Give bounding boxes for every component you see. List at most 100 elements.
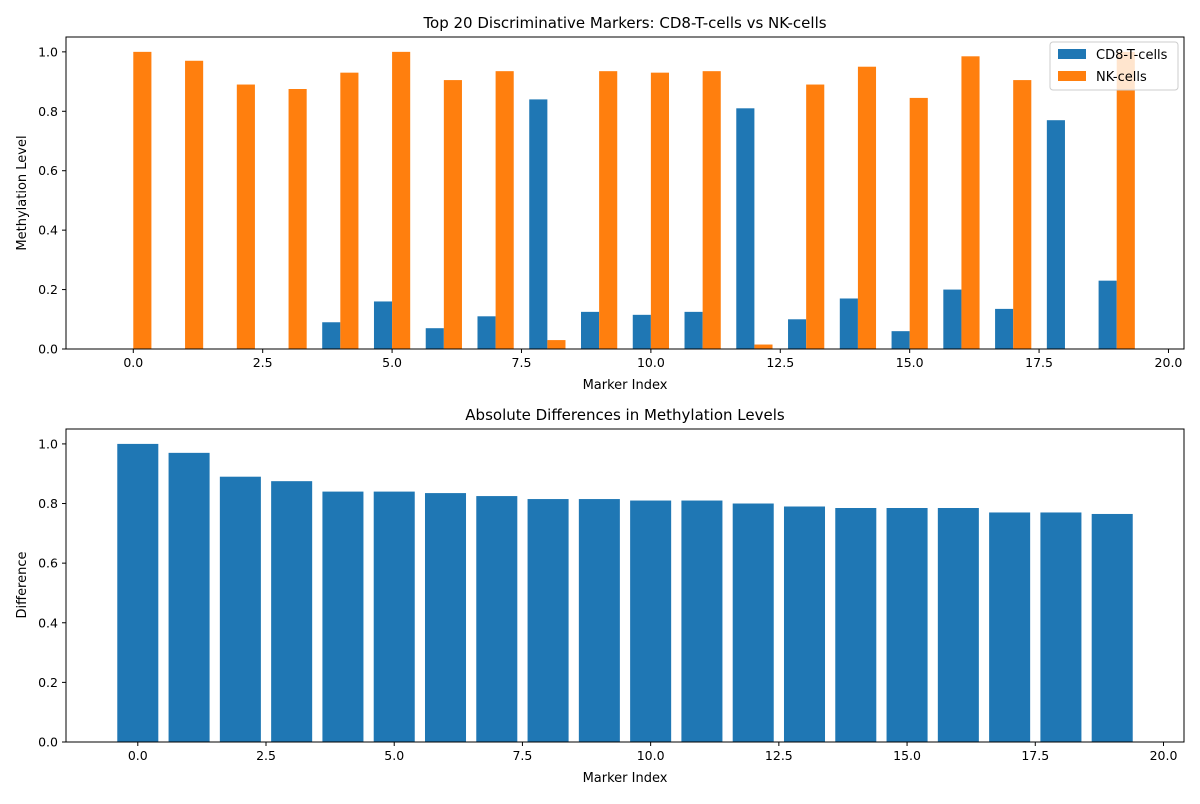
x-axis-label: Marker Index — [583, 378, 668, 393]
y-tick-label: 0.8 — [38, 104, 58, 119]
legend-label-nk-cells: NK-cells — [1096, 70, 1147, 85]
bar-nk-cells-6 — [443, 80, 462, 349]
bar-nk-cells-19 — [1116, 51, 1135, 350]
bar-nk-cells-15 — [909, 97, 928, 349]
bar-group — [133, 51, 1135, 350]
y-tick-label: 0.0 — [38, 342, 58, 357]
legend: CD8-T-cells NK-cells — [1049, 41, 1179, 91]
y-tick-label: 1.0 — [38, 436, 58, 451]
bar-difference-17 — [989, 512, 1031, 742]
bar-difference-16 — [937, 508, 979, 742]
y-tick-label: 0.6 — [38, 556, 58, 571]
bar-difference-2 — [219, 476, 261, 742]
bar-nk-cells-2 — [236, 84, 255, 349]
y-axis-label: Methylation Level — [15, 135, 30, 250]
x-tick-label: 7.5 — [512, 748, 532, 763]
bar-cd8-t-cells-7 — [477, 316, 496, 349]
x-tick-label: 17.5 — [1025, 355, 1053, 370]
bar-cd8-t-cells-9 — [581, 311, 600, 349]
x-tick-label: 15.0 — [896, 355, 924, 370]
bar-cd8-t-cells-5 — [373, 301, 393, 349]
bar-cd8-t-cells-6 — [425, 328, 444, 349]
bar-cd8-t-cells-13 — [788, 319, 807, 349]
bar-nk-cells-0 — [133, 51, 152, 350]
legend-swatch-cd8-t-cells — [1058, 49, 1086, 59]
bar-difference-12 — [732, 503, 774, 742]
bar-nk-cells-7 — [495, 71, 514, 350]
x-tick-label: 5.0 — [382, 355, 402, 370]
bar-difference-14 — [835, 508, 877, 742]
bar-difference-15 — [886, 508, 928, 742]
bar-difference-7 — [476, 496, 518, 742]
bar-cd8-t-cells-11 — [684, 311, 703, 349]
x-tick-label: 2.5 — [256, 748, 276, 763]
bar-nk-cells-10 — [650, 72, 669, 349]
bar-nk-cells-3 — [288, 89, 307, 349]
y-tick-label: 0.4 — [38, 615, 58, 630]
methylation-levels-chart: Top 20 Discriminative Markers: CD8-T-cel… — [15, 14, 1185, 393]
bar-cd8-t-cells-10 — [632, 314, 651, 349]
y-tick-label: 0.4 — [38, 223, 58, 238]
absolute-differences-chart: Absolute Differences in Methylation Leve… — [15, 406, 1185, 786]
plot-frame — [65, 36, 1185, 350]
bar-cd8-t-cells-12 — [736, 108, 755, 349]
bar-nk-cells-12 — [754, 344, 773, 349]
y-tick-label: 1.0 — [38, 44, 58, 59]
bar-cd8-t-cells-8 — [529, 99, 548, 350]
bar-nk-cells-1 — [185, 60, 204, 350]
bar-difference-8 — [527, 499, 569, 742]
bar-difference-18 — [1040, 512, 1082, 742]
legend-label-cd8-t-cells: CD8-T-cells — [1096, 48, 1168, 63]
bar-nk-cells-5 — [392, 51, 411, 350]
x-tick-label: 10.0 — [637, 748, 665, 763]
bar-nk-cells-4 — [340, 72, 359, 349]
bar-difference-3 — [271, 481, 313, 742]
y-tick-label: 0.2 — [38, 675, 58, 690]
x-tick-label: 20.0 — [1155, 355, 1183, 370]
bar-cd8-t-cells-14 — [839, 298, 858, 349]
y-tick-label: 0.0 — [38, 735, 58, 750]
y-axis-label: Difference — [15, 551, 30, 618]
x-tick-label: 2.5 — [253, 355, 273, 370]
bar-nk-cells-9 — [599, 71, 618, 350]
chart-title: Absolute Differences in Methylation Leve… — [465, 406, 785, 424]
bar-nk-cells-13 — [806, 84, 825, 349]
chart-title: Top 20 Discriminative Markers: CD8-T-cel… — [422, 14, 826, 32]
bar-difference-1 — [168, 452, 210, 742]
bar-group — [117, 443, 1133, 742]
bar-cd8-t-cells-18 — [1046, 120, 1065, 349]
legend-swatch-nk-cells — [1058, 71, 1086, 81]
x-tick-label: 17.5 — [1021, 748, 1049, 763]
bar-cd8-t-cells-15 — [891, 331, 910, 349]
bar-difference-4 — [322, 491, 364, 742]
plot-frame — [65, 428, 1185, 743]
bar-cd8-t-cells-19 — [1098, 280, 1117, 349]
bar-difference-6 — [424, 493, 467, 742]
bar-nk-cells-17 — [1013, 80, 1032, 349]
bar-difference-0 — [117, 443, 159, 742]
bar-difference-5 — [373, 491, 415, 742]
y-tick-label: 0.2 — [38, 282, 58, 297]
x-tick-label: 12.5 — [765, 748, 793, 763]
x-tick-label: 20.0 — [1150, 748, 1178, 763]
tick-group: 0.0 2.5 5.0 7.5 10.0 12.5 15.0 17.5 20.0 0.0 0.2 0.… — [38, 436, 1177, 763]
x-axis-label: Marker Index — [583, 771, 668, 786]
bar-cd8-t-cells-16 — [943, 289, 962, 349]
bar-cd8-t-cells-17 — [995, 308, 1014, 349]
bar-nk-cells-11 — [702, 71, 721, 350]
y-tick-label: 0.8 — [38, 496, 58, 511]
bar-nk-cells-8 — [547, 340, 566, 349]
tick-group: 0.0 2.5 5.0 7.5 10.0 12.5 15.0 17.5 20.0 0.0 0.2 0.… — [38, 44, 1182, 370]
x-tick-label: 7.5 — [512, 355, 532, 370]
bar-difference-9 — [578, 499, 620, 742]
bar-difference-13 — [783, 506, 826, 742]
x-tick-label: 12.5 — [766, 355, 794, 370]
bar-nk-cells-14 — [857, 66, 877, 350]
x-tick-label: 15.0 — [893, 748, 921, 763]
x-tick-label: 5.0 — [384, 748, 404, 763]
bar-difference-11 — [681, 500, 723, 742]
x-tick-label: 0.0 — [123, 355, 143, 370]
x-tick-label: 10.0 — [637, 355, 665, 370]
